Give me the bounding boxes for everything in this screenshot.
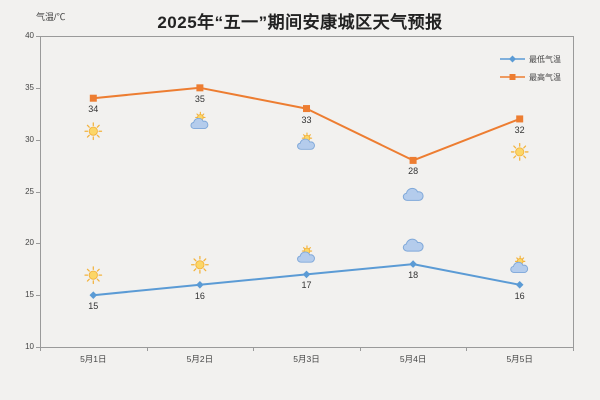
data-point-marker (302, 270, 311, 279)
x-axis-label: 5月4日 (399, 354, 427, 364)
data-point-marker (303, 105, 310, 113)
data-point-marker (515, 281, 524, 289)
legend-item-min-temp: 最低气温 (499, 52, 561, 66)
y-axis-title: 气温/℃ (36, 12, 66, 22)
x-axis-label: 5月1日 (80, 354, 107, 364)
y-tick-label: 15 (25, 290, 34, 300)
y-tick-label: 20 (25, 238, 34, 248)
weather-sun-icon (510, 143, 529, 161)
data-label: 15 (88, 301, 99, 312)
weather-sun-cloud-icon (296, 132, 316, 150)
data-point-marker (89, 291, 98, 299)
data-point-marker (89, 94, 97, 102)
x-axis-label: 5月5日 (506, 354, 533, 364)
data-label: 33 (301, 114, 312, 125)
data-label: 17 (301, 280, 312, 291)
weather-sun-icon (84, 266, 103, 285)
weather-sun-cloud-icon (510, 255, 529, 274)
data-label: 16 (514, 290, 525, 301)
data-label: 34 (88, 104, 99, 115)
weather-sun-icon (84, 122, 103, 141)
legend-label-max-temp: 最高气温 (529, 72, 561, 82)
x-axis-label: 5月2日 (186, 354, 214, 364)
y-tick-label: 40 (25, 31, 34, 40)
data-point-marker (196, 84, 204, 92)
min-temp-line-swatch (500, 55, 525, 63)
data-point-marker (516, 115, 524, 123)
plot-border (40, 36, 574, 348)
chart-legend: 最低气温 最高气温 (499, 52, 561, 88)
weather-sun-cloud-icon (296, 245, 316, 263)
data-point-marker (196, 281, 204, 289)
y-tick-label: 30 (25, 134, 34, 144)
y-tick-label: 10 (25, 342, 34, 351)
weather-cloud-icon (402, 238, 424, 252)
x-axis-label: 5月3日 (293, 354, 320, 364)
y-tick-label: 25 (25, 186, 34, 196)
data-label: 18 (408, 270, 419, 281)
weather-cloud-icon (402, 187, 424, 201)
weather-sun-cloud-icon (190, 111, 209, 130)
data-label: 16 (194, 290, 205, 301)
weather-sun-icon (190, 255, 209, 274)
legend-item-max-temp: 最高气温 (499, 70, 561, 84)
max-temp-line-swatch (500, 74, 525, 80)
legend-label-min-temp: 最低气温 (529, 54, 561, 64)
data-label: 28 (408, 166, 419, 177)
data-point-marker (409, 156, 417, 164)
data-label: 35 (194, 93, 205, 104)
y-tick-label: 35 (25, 82, 34, 92)
data-label: 32 (514, 124, 525, 135)
chart-title: 2025年“五一”期间安康城区天气预报 (157, 13, 443, 32)
data-point-marker (409, 260, 417, 268)
